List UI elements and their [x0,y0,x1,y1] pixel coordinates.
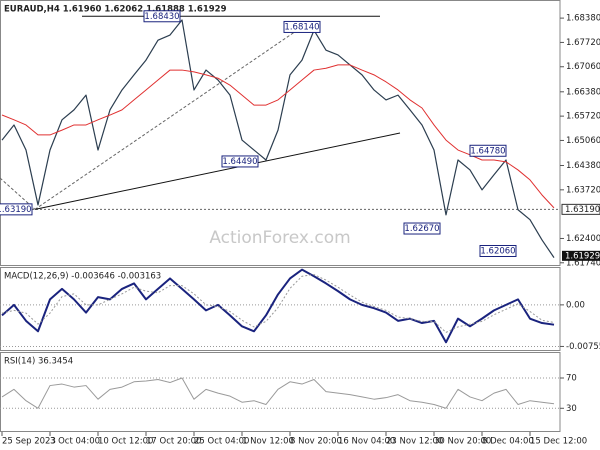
price-label: 1.68430 [144,12,179,22]
y-tick-label: 70 [566,373,577,383]
y-tick-label: 1.62400 [566,234,600,244]
price-label-box [0,203,33,216]
y-tick-label: 1.67060 [566,62,600,72]
axis-label-box [561,203,600,215]
price-label-box [283,20,321,33]
panel-title: MACD(12,26,9) -0.003646 -0.003163 [4,272,161,282]
panel-frame [0,267,561,351]
price-label-box [143,10,181,23]
series-line [1,274,555,333]
x-tick-label: 17 Oct 20:00 [146,437,201,447]
price-label-box [479,244,517,257]
price-label: 1.64780 [470,146,505,156]
x-tick-label: 15 Dec 12:00 [530,437,587,447]
trend-line [0,177,36,210]
x-tick-label: 8 Dec 04:00 [482,437,534,447]
x-tick-label: 30 Nov 20:00 [434,437,491,447]
last-price-box [562,250,600,261]
series-line [1,19,555,258]
y-tick-label: 30 [566,404,577,414]
series-line [1,64,555,209]
price-label: 1.64490 [222,157,257,167]
y-tick-label: 1.65060 [566,136,600,146]
x-tick-label: 23 Nov 12:00 [386,437,443,447]
price-label: 1.63190 [0,205,32,215]
y-tick-label: 1.64380 [566,161,600,171]
y-tick-label: 1.65720 [566,112,600,122]
y-tick-label: 1.67720 [566,38,600,48]
series-line [1,268,555,344]
x-tick-label: 3 Oct 04:00 [50,437,100,447]
last-price-label: 1.61929 [565,251,600,261]
price-label: 1.62060 [480,246,515,256]
series-line [1,377,555,409]
panel-title: EURAUD,H4 1.61960 1.62062 1.61888 1.6192… [4,5,227,15]
x-tick-label: 10 Oct 12:00 [98,437,153,447]
y-tick-label: 1.63720 [566,185,600,195]
y-tick-label: 0.00 [566,300,585,310]
watermark: ActionForex.com [209,228,350,248]
y-tick-label: -0.007555 [566,342,600,352]
price-label-box [403,222,441,235]
price-label-box [221,155,259,168]
trend-line [34,26,303,210]
price-label-box [469,144,507,157]
x-tick-label: 25 Oct 04:00 [194,437,249,447]
x-tick-label: 8 Nov 20:00 [290,437,342,447]
x-tick-label: 25 Sep 2023 [2,437,56,447]
price-label: 1.62670 [404,224,439,234]
x-tick-label: 16 Nov 04:00 [338,437,395,447]
panel-frame [0,0,561,266]
y-tick-label: 1.66380 [566,87,600,97]
panel-frame [0,352,561,432]
price-label: 1.68140 [284,22,319,32]
y-tick-label: 1.68380 [566,14,600,24]
reference-label: 1.63190 [565,205,600,215]
panel-title: RSI(14) 36.3454 [4,357,73,367]
y-tick-label: 1.61740 [566,258,600,268]
trend-line [34,132,401,210]
x-tick-label: 1 Nov 12:00 [242,437,294,447]
